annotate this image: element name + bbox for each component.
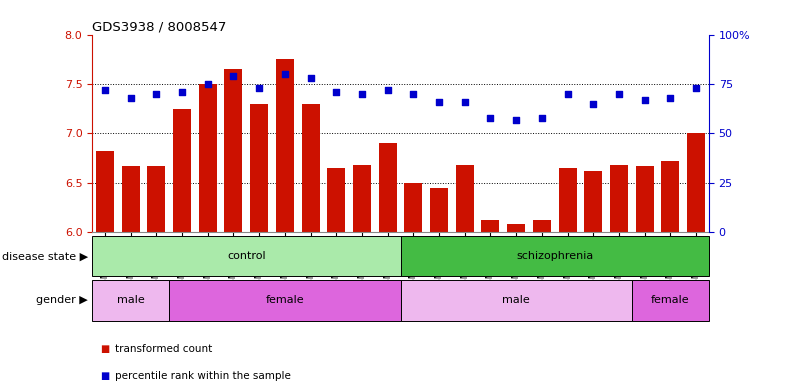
Point — [613, 91, 626, 97]
Point — [562, 91, 574, 97]
Bar — [250, 104, 268, 232]
Text: disease state ▶: disease state ▶ — [2, 251, 88, 262]
Text: female: female — [266, 295, 304, 306]
Point — [304, 75, 317, 81]
Bar — [610, 165, 628, 232]
Point — [535, 114, 548, 121]
Bar — [481, 220, 500, 232]
Point — [227, 73, 239, 79]
Point — [330, 89, 343, 95]
Bar — [199, 84, 217, 232]
Point — [690, 85, 702, 91]
Bar — [96, 151, 114, 232]
Bar — [558, 168, 577, 232]
Bar — [662, 161, 679, 232]
Point — [356, 91, 368, 97]
Bar — [533, 220, 551, 232]
Text: gender ▶: gender ▶ — [36, 295, 88, 306]
Text: male: male — [117, 295, 144, 306]
Text: percentile rank within the sample: percentile rank within the sample — [115, 371, 291, 381]
Point — [279, 71, 292, 77]
Point — [407, 91, 420, 97]
Text: ■: ■ — [100, 344, 110, 354]
Point — [99, 87, 111, 93]
Bar — [301, 104, 320, 232]
Text: GDS3938 / 8008547: GDS3938 / 8008547 — [92, 20, 227, 33]
Point — [381, 87, 394, 93]
Text: ■: ■ — [100, 371, 110, 381]
Bar — [456, 165, 473, 232]
Bar — [632, 280, 709, 321]
Bar — [400, 280, 632, 321]
Text: female: female — [651, 295, 690, 306]
Point — [458, 99, 471, 105]
Point — [201, 81, 214, 87]
Bar — [224, 69, 243, 232]
Text: male: male — [502, 295, 530, 306]
Bar — [92, 280, 169, 321]
Bar — [173, 109, 191, 232]
Point — [638, 97, 651, 103]
Bar — [276, 59, 294, 232]
Bar — [379, 143, 396, 232]
Bar — [584, 171, 602, 232]
Bar — [147, 166, 165, 232]
Bar — [353, 165, 371, 232]
Bar — [687, 134, 705, 232]
Point — [587, 101, 600, 107]
Point — [433, 99, 445, 105]
Bar — [328, 168, 345, 232]
Point — [509, 116, 522, 122]
Bar — [169, 280, 400, 321]
Point — [150, 91, 163, 97]
Text: transformed count: transformed count — [115, 344, 211, 354]
Bar — [405, 183, 422, 232]
Text: schizophrenia: schizophrenia — [516, 251, 594, 262]
Bar — [507, 224, 525, 232]
Bar — [430, 188, 448, 232]
Point — [175, 89, 188, 95]
Point — [253, 85, 266, 91]
Point — [664, 95, 677, 101]
Bar — [92, 236, 400, 276]
Bar — [400, 236, 709, 276]
Point — [124, 95, 137, 101]
Point — [484, 114, 497, 121]
Bar — [122, 166, 139, 232]
Text: control: control — [227, 251, 266, 262]
Bar — [636, 166, 654, 232]
